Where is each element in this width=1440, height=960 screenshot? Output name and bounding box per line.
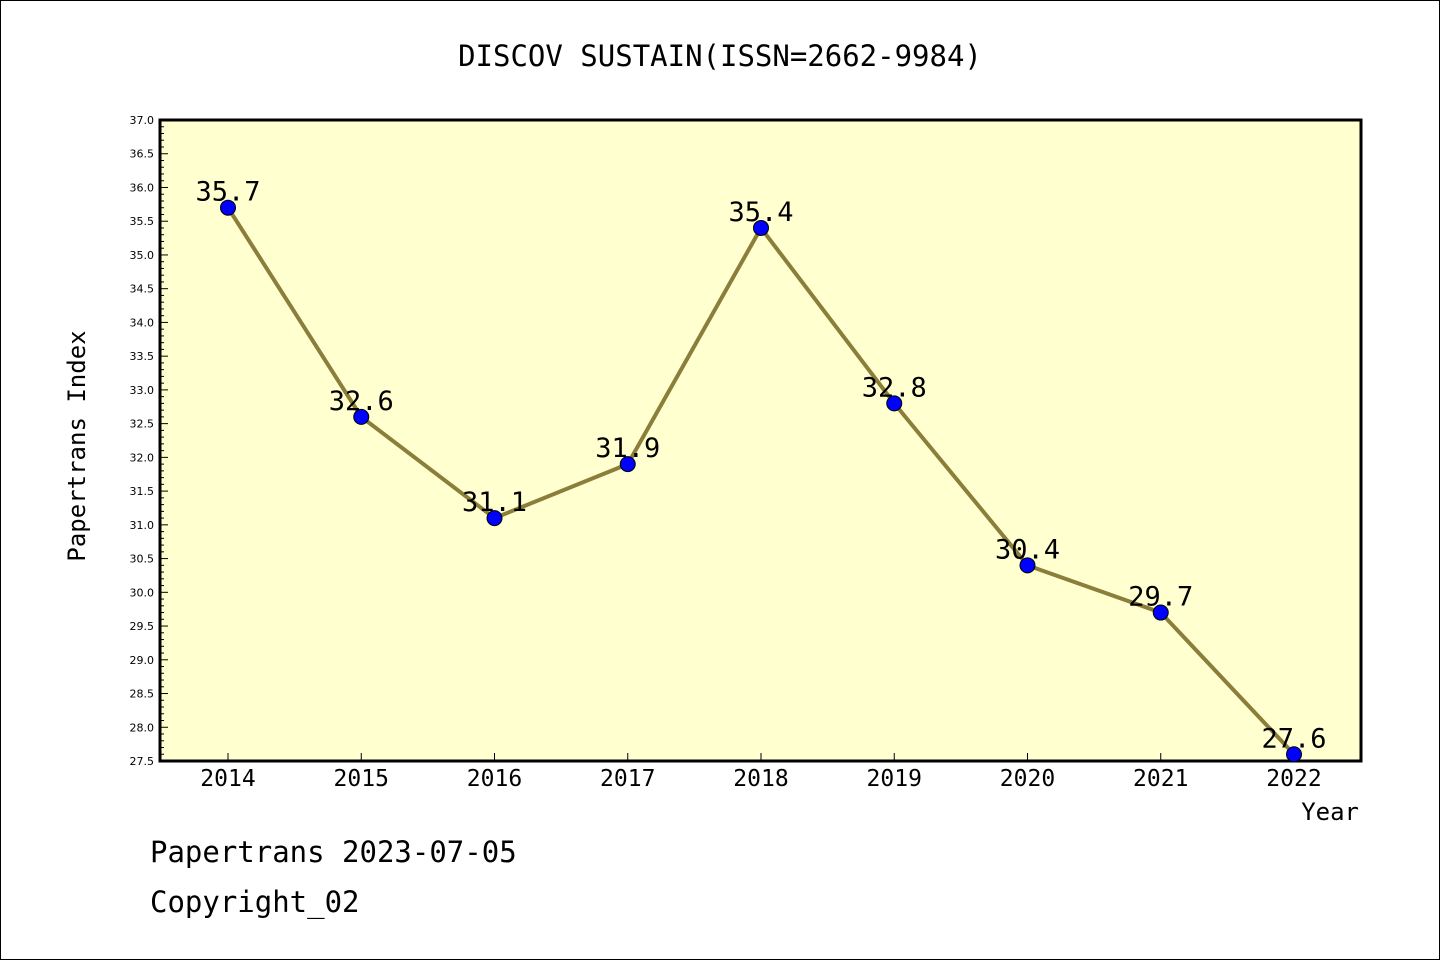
data-label: 31.1 <box>462 487 527 518</box>
y-tick-label: 37.0 <box>130 114 155 127</box>
data-point-marker <box>220 199 236 216</box>
y-axis-ticks: 27.5 28.0 28.5 29.0 29.5 30.0 30.5 31.0 31.5 32.0… <box>130 114 168 768</box>
y-tick-label: 34.5 <box>130 283 155 296</box>
data-point-marker <box>886 395 903 412</box>
y-tick-label: 34.0 <box>130 316 155 329</box>
x-tick-label: 2019 <box>867 766 922 792</box>
data-point-marker <box>753 219 769 236</box>
chart-title: DISCOV SUSTAIN(ISSN=2662-9984) <box>458 39 982 73</box>
x-tick-label: 2016 <box>467 766 522 792</box>
y-tick-label: 28.0 <box>130 721 155 734</box>
x-axis-label: Year <box>1301 798 1359 826</box>
y-tick-label: 28.5 <box>130 688 155 701</box>
footer-date-text: Papertrans 2023-07-05 <box>150 835 517 869</box>
y-tick-label: 36.5 <box>130 148 155 161</box>
y-tick-label: 33.5 <box>130 350 155 363</box>
y-tick-label: 29.5 <box>130 620 155 633</box>
x-axis-ticks: 2014 2015 2016 2017 2018 2019 2020 2021 2022 <box>200 753 1322 792</box>
y-tick-label: 29.0 <box>130 654 155 667</box>
data-label: 35.7 <box>195 177 260 208</box>
x-tick-label: 2020 <box>1000 766 1055 792</box>
y-tick-label: 31.5 <box>130 485 155 498</box>
x-tick-label: 2022 <box>1266 766 1321 792</box>
data-point-marker <box>1286 746 1302 763</box>
series-group: 35.7 32.6 31.1 31.9 35.4 32.8 30.4 29.7 27.6 <box>195 177 1327 763</box>
y-tick-label: 27.5 <box>130 755 155 768</box>
x-tick-label: 2018 <box>733 766 788 792</box>
y-tick-label: 33.0 <box>130 384 155 397</box>
data-point-marker <box>353 408 370 425</box>
data-point-marker <box>486 510 503 527</box>
x-tick-label: 2014 <box>200 766 255 792</box>
data-label: 31.9 <box>595 433 660 464</box>
data-point-marker <box>1152 604 1169 621</box>
x-tick-label: 2015 <box>334 766 389 792</box>
data-label: 35.4 <box>728 197 793 228</box>
data-label: 32.6 <box>329 386 394 417</box>
y-tick-label: 32.5 <box>130 418 155 431</box>
data-label: 27.6 <box>1261 723 1326 754</box>
data-label: 32.8 <box>862 372 927 403</box>
data-point-marker <box>619 456 636 473</box>
footer-copyright-text: Copyright_02 <box>150 885 360 919</box>
data-label: 29.7 <box>1128 582 1193 613</box>
data-point-marker <box>1019 557 1036 574</box>
y-tick-label: 30.5 <box>130 553 155 566</box>
y-tick-label: 36.0 <box>130 181 155 194</box>
y-tick-label: 31.0 <box>130 519 155 532</box>
x-tick-label: 2017 <box>600 766 655 792</box>
y-tick-label: 30.0 <box>130 586 155 599</box>
x-tick-label: 2021 <box>1133 766 1188 792</box>
y-tick-label: 32.0 <box>130 451 155 464</box>
y-tick-label: 35.0 <box>130 249 155 262</box>
data-label: 30.4 <box>995 534 1060 565</box>
y-axis-label: Papertrans Index <box>63 330 91 561</box>
y-tick-label: 35.5 <box>130 215 155 228</box>
